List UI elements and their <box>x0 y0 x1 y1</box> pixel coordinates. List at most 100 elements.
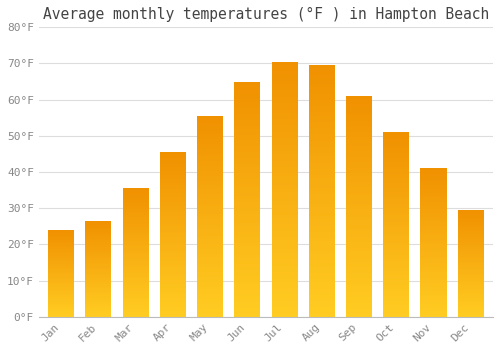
Bar <box>420 313 446 315</box>
Bar <box>346 110 372 113</box>
Bar <box>308 288 335 292</box>
Bar <box>346 193 372 195</box>
Bar <box>197 179 223 181</box>
Bar <box>420 259 446 261</box>
Bar <box>308 84 335 87</box>
Bar <box>383 292 409 294</box>
Bar <box>420 200 446 202</box>
Bar <box>272 78 297 81</box>
Bar <box>197 272 223 274</box>
Bar <box>420 268 446 271</box>
Bar <box>197 141 223 144</box>
Bar <box>420 293 446 295</box>
Bar <box>122 273 148 275</box>
Bar <box>122 267 148 269</box>
Bar <box>234 234 260 237</box>
Bar <box>272 97 297 100</box>
Bar <box>346 292 372 295</box>
Bar <box>122 230 148 232</box>
Bar <box>48 259 74 260</box>
Bar <box>160 255 186 257</box>
Bar <box>234 232 260 235</box>
Bar <box>197 136 223 139</box>
Bar <box>346 281 372 284</box>
Bar <box>383 195 409 197</box>
Bar <box>346 187 372 190</box>
Bar <box>308 292 335 295</box>
Bar <box>122 220 148 222</box>
Bar <box>346 311 372 314</box>
Bar <box>48 265 74 266</box>
Bar <box>197 299 223 302</box>
Bar <box>346 256 372 259</box>
Bar <box>420 191 446 192</box>
Bar <box>308 197 335 201</box>
Bar <box>48 255 74 256</box>
Bar <box>48 252 74 253</box>
Bar <box>420 183 446 185</box>
Bar <box>458 269 483 270</box>
Bar <box>197 261 223 264</box>
Bar <box>458 246 483 247</box>
Bar <box>458 297 483 298</box>
Bar <box>308 87 335 90</box>
Bar <box>308 254 335 257</box>
Bar <box>197 254 223 257</box>
Bar <box>197 267 223 269</box>
Bar <box>197 246 223 249</box>
Bar <box>346 182 372 184</box>
Bar <box>234 193 260 196</box>
Bar <box>383 257 409 259</box>
Bar <box>308 78 335 81</box>
Bar <box>458 213 483 214</box>
Bar <box>48 300 74 301</box>
Bar <box>383 206 409 208</box>
Bar <box>272 310 297 314</box>
Bar <box>86 228 112 229</box>
Bar <box>86 245 112 246</box>
Bar <box>383 178 409 181</box>
Bar <box>197 302 223 304</box>
Bar <box>86 299 112 300</box>
Bar <box>234 82 260 84</box>
Bar <box>86 266 112 268</box>
Bar <box>383 164 409 167</box>
Bar <box>272 259 297 262</box>
Bar <box>420 198 446 200</box>
Bar <box>86 282 112 283</box>
Bar <box>86 235 112 237</box>
Bar <box>86 293 112 294</box>
Bar <box>346 284 372 286</box>
Bar <box>308 263 335 266</box>
Bar <box>346 229 372 231</box>
Bar <box>272 193 297 196</box>
Bar <box>272 71 297 75</box>
Bar <box>346 154 372 157</box>
Bar <box>458 229 483 230</box>
Bar <box>86 277 112 279</box>
Bar <box>197 289 223 292</box>
Bar <box>48 286 74 287</box>
Bar <box>197 297 223 299</box>
Bar <box>420 178 446 180</box>
Bar <box>458 247 483 249</box>
Bar <box>160 167 186 169</box>
Bar <box>420 205 446 208</box>
Bar <box>234 264 260 267</box>
Bar <box>234 126 260 128</box>
Bar <box>197 229 223 231</box>
Bar <box>458 223 483 225</box>
Bar <box>48 296 74 297</box>
Bar <box>234 132 260 134</box>
Bar <box>383 254 409 257</box>
Bar <box>234 134 260 138</box>
Bar <box>346 201 372 204</box>
Bar <box>383 308 409 310</box>
Bar <box>308 285 335 288</box>
Bar <box>346 300 372 303</box>
Bar <box>48 248 74 250</box>
Bar <box>383 301 409 303</box>
Bar <box>122 212 148 214</box>
Bar <box>86 298 112 299</box>
Bar <box>420 228 446 230</box>
